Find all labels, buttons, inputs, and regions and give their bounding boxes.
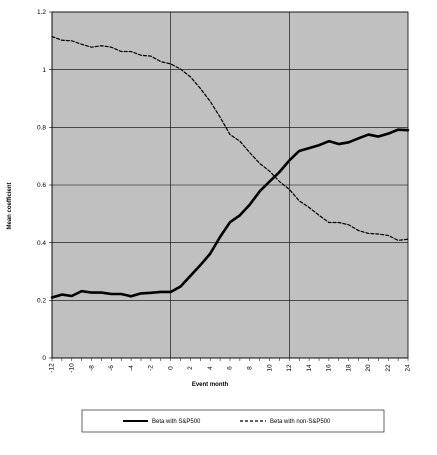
- y-tick-label: 0.4: [37, 240, 46, 247]
- series-line-2: [51, 35, 409, 241]
- x-tick-label: -10: [68, 363, 75, 373]
- x-tick-label: 10: [266, 364, 273, 372]
- plot-area: [50, 11, 410, 359]
- x-tick-label: 0: [167, 366, 174, 370]
- y-tick-label: 0.2: [37, 298, 46, 305]
- y-axis-title: Mean coefficient: [7, 182, 13, 229]
- legend-label-series-1: Beta with S&P500: [152, 419, 201, 425]
- x-tick-label: -12: [49, 363, 56, 373]
- x-tick-label: 12: [286, 364, 293, 372]
- x-axis: -12 -10 -8 -6 -4 -2 0 2 4 6 8 10 12 14 16 18 20 22 24: [49, 357, 412, 373]
- x-tick-label: 2: [187, 366, 194, 370]
- x-tick-label: -6: [108, 365, 115, 371]
- series-line-1: [50, 128, 410, 299]
- x-axis-title: Event month: [192, 382, 229, 388]
- x-tick-label: 16: [326, 364, 333, 372]
- y-tick-label: 1.2: [37, 9, 46, 16]
- legend: Beta with S&P500 Beta with non-S&P500: [81, 409, 385, 433]
- y-axis: 0 0.2 0.4 0.6 0.8 1 1.2: [37, 9, 53, 362]
- x-tick-label: 14: [306, 364, 313, 372]
- y-tick-label: 0.6: [37, 182, 46, 189]
- x-tick-label: 4: [207, 366, 214, 370]
- legend-box: [81, 409, 385, 433]
- x-tick-label: -4: [128, 365, 135, 371]
- x-tick-label: 18: [345, 364, 352, 372]
- y-tick-label: 0.8: [37, 125, 46, 132]
- x-tick-label: 6: [227, 366, 234, 370]
- x-tick-label: 24: [405, 364, 412, 372]
- x-tick-label: 22: [385, 364, 392, 372]
- y-tick-label: 1: [42, 67, 46, 74]
- legend-label-series-2: Beta with non-S&P500: [270, 419, 331, 425]
- x-tick-label: 8: [246, 366, 253, 370]
- x-tick-label: 20: [365, 364, 372, 372]
- x-tick-label: -8: [88, 365, 95, 371]
- x-tick-label: -2: [148, 365, 155, 371]
- y-tick-label: 0: [42, 355, 46, 362]
